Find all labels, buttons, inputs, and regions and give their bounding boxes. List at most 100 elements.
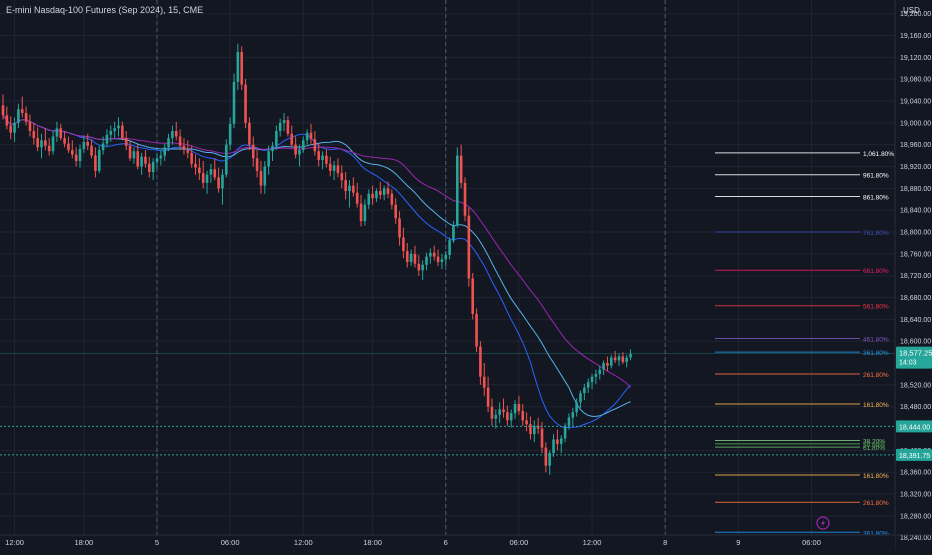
candle [44,128,47,151]
candles [1,43,632,475]
candle-body [67,143,70,151]
candle [586,378,590,394]
candle [263,161,267,194]
candle-body [244,84,247,123]
candle-body [425,256,428,265]
candle-body [629,353,632,358]
time-axis-labels: 12:00 18:00 5 06:00 12:00 18:00 6 06:00 12:00 8 9 0… [5,538,821,547]
candle-body [409,253,413,263]
candle [452,221,455,243]
currency-label[interactable]: USD [903,6,920,15]
candle [598,365,602,380]
fib-level-label: 361.80% [863,530,889,537]
candle-body [529,424,532,435]
candle-body [471,278,474,314]
candle [113,121,116,139]
candle-body [405,251,409,263]
candle [325,149,328,168]
candle [432,245,436,261]
time-axis[interactable] [0,535,895,550]
candle-body [225,144,228,175]
candle [163,143,166,162]
candle [209,163,213,183]
price-tick-label: 19,000.00 [900,120,931,127]
candle [552,434,555,457]
time-tick-label: 8 [663,538,667,547]
candle [398,211,401,246]
candle-body [105,134,109,144]
fib-level-label: 261.80% [863,372,889,379]
candle [20,96,24,118]
candle-body [205,174,209,183]
candle [13,117,16,142]
candle [363,199,367,226]
candle [51,131,55,155]
candle [482,363,486,396]
candle [394,198,397,224]
candle [459,144,463,189]
candle [575,398,578,417]
candle-body [221,174,224,189]
price-tick-label: 18,760.00 [900,251,931,258]
candle [471,272,474,320]
candle-body [540,428,544,448]
candle-body [544,447,548,466]
price-marker-tag [896,420,932,433]
candle [521,403,525,426]
candle-body [294,144,297,155]
lightning-icon[interactable] [816,516,830,530]
candle-body [613,357,617,361]
candle [190,145,193,168]
candle [213,158,217,181]
price-tick-label: 18,480.00 [900,404,931,411]
candle-body [275,131,278,146]
fibonacci-extension[interactable]: 1,061.80% 961.80% 861.80% 761.80% 661.80% 561… [715,151,894,537]
candle-body [198,167,201,174]
candle [371,185,374,205]
candle-body [263,166,267,186]
candle-body [298,150,301,155]
candle [390,189,394,210]
candle-body [201,173,205,183]
candle-body [121,125,124,139]
candle [121,121,124,141]
candle [47,138,51,156]
candle-body [602,363,605,370]
price-markers [0,353,895,456]
candle-body [124,138,128,146]
candle-body [267,151,270,167]
candle [205,170,209,194]
candle-body [579,393,582,403]
candle-body [148,163,151,172]
fib-level-label: 761.80% [863,230,889,237]
candle-body [563,425,567,439]
candle [313,131,317,156]
fib-level-label: 261.80% [863,500,889,507]
current-price-tag [896,346,932,369]
candle-body [509,413,513,421]
fib-level-label: 661.80% [863,268,889,275]
candle-body [444,254,448,260]
candle-body [86,141,89,146]
candle-body [610,357,613,366]
candle [467,207,471,287]
candle [78,144,82,168]
candle-body [20,109,24,114]
candle-body [571,412,575,418]
time-tick-label: 12:00 [583,538,602,547]
candle [278,118,282,137]
candle-body [47,145,51,152]
candle [124,131,128,151]
candle [9,116,12,140]
candle [359,194,363,227]
candle [59,123,63,141]
candle [344,171,347,200]
candle-body [271,145,274,152]
candle-body [328,163,332,171]
candle [506,405,509,426]
candle-body [309,132,313,140]
candle-body [128,145,132,159]
candle-body [479,346,482,377]
